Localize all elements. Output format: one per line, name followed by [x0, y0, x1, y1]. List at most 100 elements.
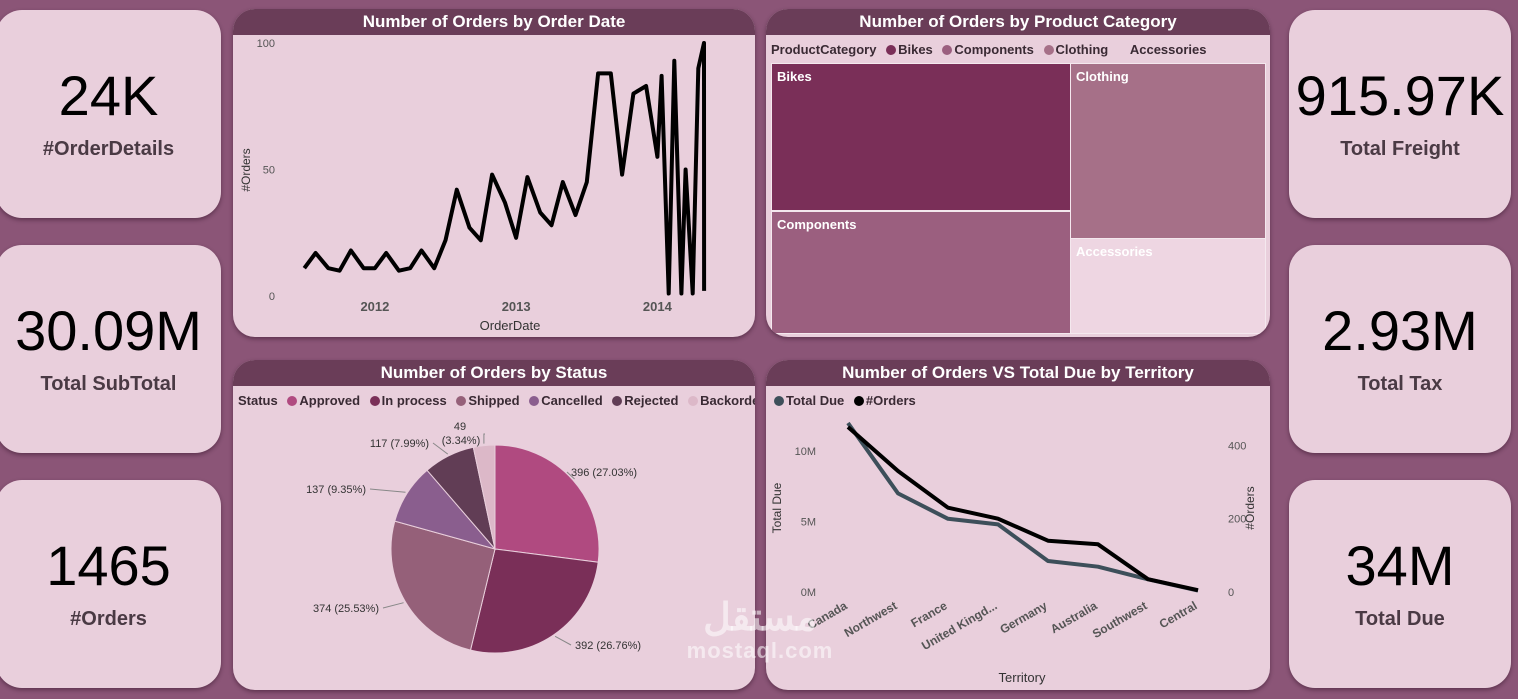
treemap-cell-bikes[interactable]: Bikes: [771, 63, 1071, 211]
series-line-orders: [846, 425, 1199, 593]
pie-data-label: 392 (26.76%): [575, 640, 641, 652]
legend-dot: [369, 396, 380, 406]
kpi-label: Total Due: [1355, 607, 1445, 630]
kpi-label: #Orders: [70, 607, 147, 630]
kpi-value: 2.93M: [1322, 298, 1478, 362]
pie-data-label: (3.34%): [442, 435, 481, 447]
kpi-value: 34M: [1345, 533, 1455, 597]
legend-item-orders[interactable]: #Orders: [865, 393, 916, 408]
legend-item-approved[interactable]: Approved: [299, 393, 361, 408]
series-line-total-due: [846, 421, 1199, 593]
pie-data-label: 374 (25.53%): [313, 603, 379, 615]
y2-tick-label: 200: [1228, 514, 1246, 526]
x-tick-label: 2013: [502, 299, 531, 314]
panel-title: Number of Orders by Product Category: [766, 9, 1270, 35]
y-tick-label: 0: [269, 291, 275, 303]
pie-slice-shipped: [390, 520, 496, 651]
pie-slice-approved: [494, 444, 600, 563]
series-line-orders: [302, 41, 707, 296]
y2-axis-label: #Orders: [1243, 486, 1257, 529]
treemap-cell-accessories[interactable]: Accessories: [1070, 238, 1266, 334]
legend-category: ProductCategory Bikes Components Clothin…: [771, 42, 1206, 57]
legend-item-accessories[interactable]: Accessories: [1129, 42, 1207, 57]
y-tick-label: 0M: [801, 587, 816, 599]
legend-dot: [456, 396, 467, 406]
legend-title: Status: [238, 393, 278, 408]
treemap-label: Components: [777, 217, 857, 232]
kpi-label: Total Freight: [1340, 137, 1460, 160]
y2-tick-label: 400: [1228, 440, 1246, 452]
chart-orders-by-date[interactable]: 0 50 100 2012 2013 2014 OrderDate #Orders: [233, 35, 755, 337]
x-tick-label: 2012: [360, 299, 389, 314]
kpi-card-total-subtotal: 30.09M Total SubTotal: [0, 245, 221, 453]
panel-orders-vs-due[interactable]: Number of Orders VS Total Due by Territo…: [766, 360, 1270, 690]
legend-title: ProductCategory: [771, 42, 877, 57]
x-tick-label: Germany: [997, 598, 1049, 636]
legend-item-clothing[interactable]: Clothing: [1055, 42, 1109, 57]
pie-leader-line: [566, 471, 575, 480]
pie-leader-line: [369, 488, 406, 493]
legend-dot-accessories: [1118, 45, 1128, 55]
x-tick-label: France: [908, 598, 949, 630]
x-tick-label: Southwest: [1090, 598, 1150, 640]
legend-dot: [688, 396, 699, 406]
legend-item-bikes[interactable]: Bikes: [898, 42, 933, 57]
legend-dot: [612, 396, 623, 406]
treemap-cell-clothing[interactable]: Clothing: [1070, 63, 1266, 239]
pie-leader-line: [483, 433, 485, 444]
kpi-card-total-due: 34M Total Due: [1289, 480, 1511, 688]
pie-data-label: 137 (9.35%): [306, 484, 366, 496]
kpi-label: #OrderDetails: [42, 137, 175, 160]
legend-dot-clothing: [1043, 45, 1054, 55]
pie-data-label: 49: [454, 421, 466, 433]
legend-dot-total-due: [774, 396, 784, 406]
y-axis-label: #Orders: [239, 148, 253, 191]
y-axis-label: Total Due: [770, 482, 784, 533]
kpi-card-orders: 1465 #Orders: [0, 480, 221, 688]
x-tick-label: Central: [1157, 598, 1200, 631]
panel-orders-by-status[interactable]: Number of Orders by Status Status Approv…: [233, 360, 755, 690]
y-tick-label: 50: [263, 165, 275, 177]
panel-title: Number of Orders VS Total Due by Territo…: [766, 360, 1270, 386]
legend-dot-orders: [853, 396, 864, 406]
treemap-cell-components[interactable]: Components: [771, 211, 1071, 334]
legend-status: Status Approved In process Shipped Cance…: [238, 393, 755, 408]
y2-tick-label: 0: [1228, 587, 1234, 599]
treemap-label: Accessories: [1076, 244, 1153, 259]
panel-orders-by-date[interactable]: Number of Orders by Order Date 0 50 100 201…: [233, 9, 755, 337]
pie-slice-in-process: [469, 548, 599, 654]
legend-dot-bikes: [886, 45, 897, 55]
legend-item-in-process[interactable]: In process: [381, 393, 447, 408]
x-axis-label: Territory: [999, 670, 1046, 685]
panel-orders-by-category[interactable]: Number of Orders by Product Category Pro…: [766, 9, 1270, 337]
pie-leader-line: [382, 602, 404, 609]
legend-dot: [287, 396, 298, 406]
legend-item-components[interactable]: Components: [954, 42, 1034, 57]
kpi-value: 30.09M: [15, 298, 202, 362]
x-tick-label: 2014: [643, 299, 673, 314]
panel-title: Number of Orders by Order Date: [233, 9, 755, 35]
pie-leader-line: [554, 635, 572, 646]
pie-data-label: 396 (27.03%): [571, 467, 637, 479]
treemap-label: Clothing: [1076, 69, 1129, 84]
kpi-card-order-details: 24K #OrderDetails: [0, 10, 221, 218]
kpi-value: 24K: [58, 63, 159, 127]
y-tick-label: 5M: [801, 517, 816, 529]
chart-orders-by-status[interactable]: 396 (27.03%) 392 (26.76%) 374 (25.53%) 137 …: [233, 386, 755, 690]
legend-dot: [529, 396, 540, 406]
x-axis-label: OrderDate: [480, 318, 541, 333]
legend-item-total-due[interactable]: Total Due: [786, 393, 845, 408]
legend-item-cancelled[interactable]: Cancelled: [541, 393, 603, 408]
panel-title: Number of Orders by Status: [233, 360, 755, 386]
kpi-card-total-tax: 2.93M Total Tax: [1289, 245, 1511, 453]
y-tick-label: 10M: [795, 446, 816, 458]
legend-territory: Total Due #Orders: [768, 393, 916, 408]
legend-item-shipped[interactable]: Shipped: [468, 393, 520, 408]
legend-item-rejected[interactable]: Rejected: [624, 393, 679, 408]
pie-slice-backordered: [472, 444, 496, 550]
kpi-label: Total Tax: [1357, 372, 1443, 395]
pie-data-label: 117 (7.99%): [370, 438, 429, 450]
legend-item-backordered[interactable]: Backordered: [700, 393, 755, 408]
legend-dot-components: [942, 45, 953, 55]
